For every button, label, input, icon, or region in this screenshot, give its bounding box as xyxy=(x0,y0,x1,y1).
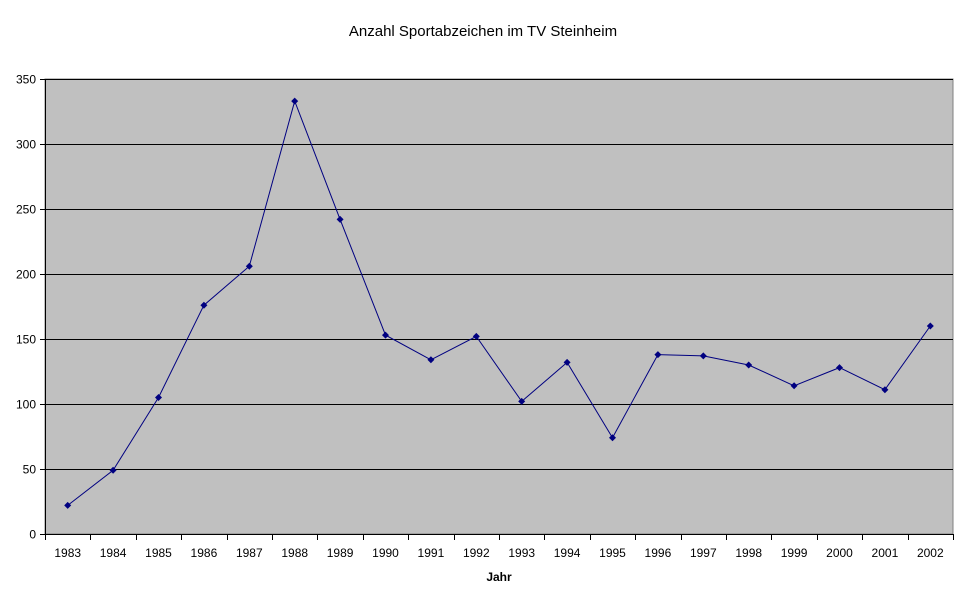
x-tick-label: 1999 xyxy=(781,546,808,560)
x-axis-title: Jahr xyxy=(486,570,512,584)
y-tick-label: 50 xyxy=(23,463,37,477)
data-point-1986 xyxy=(200,301,208,309)
x-tick-label: 1995 xyxy=(599,546,626,560)
data-point-1990 xyxy=(382,331,389,339)
x-tick-label: 1984 xyxy=(100,546,127,560)
series-line xyxy=(67,99,931,506)
y-tick-label: 100 xyxy=(16,398,36,412)
series-group xyxy=(64,97,934,509)
x-tick-label: 1992 xyxy=(463,546,490,560)
x-tick-label: 1994 xyxy=(554,546,581,560)
x-tick-label: 2001 xyxy=(872,546,899,560)
data-point-1994 xyxy=(563,358,571,366)
x-tick-label: 1988 xyxy=(281,546,308,560)
y-tick-label: 200 xyxy=(16,268,36,282)
x-tick-label: 1987 xyxy=(236,546,263,560)
data-point-1992 xyxy=(472,332,480,340)
x-tick-label: 2002 xyxy=(917,546,944,560)
data-point-1988 xyxy=(291,97,299,105)
x-tick-label: 1998 xyxy=(735,546,762,560)
y-tick-label: 0 xyxy=(29,528,36,542)
data-point-1983 xyxy=(64,501,72,509)
data-point-1995 xyxy=(609,434,616,442)
x-tick-label: 1983 xyxy=(54,546,81,560)
gridlines xyxy=(45,79,953,470)
x-tick-label: 1989 xyxy=(327,546,354,560)
y-tick-label: 150 xyxy=(16,333,36,347)
x-tick-label: 1993 xyxy=(508,546,535,560)
data-point-1987 xyxy=(245,262,253,270)
y-tick-label: 250 xyxy=(16,203,36,217)
x-axis-ticks: 1983 1984 1985 1986 1987 1988 1989 1990 1991 1992… xyxy=(45,534,954,560)
data-point-1998 xyxy=(745,361,753,369)
x-tick-label: 1991 xyxy=(418,546,445,560)
x-tick-label: 1986 xyxy=(191,546,218,560)
data-point-1991 xyxy=(427,356,435,364)
x-tick-label: 1990 xyxy=(372,546,399,560)
x-tick-label: 1997 xyxy=(690,546,717,560)
y-tick-label: 300 xyxy=(16,138,36,152)
x-tick-label: 2000 xyxy=(826,546,853,560)
chart-title: Anzahl Sportabzeichen im TV Steinheim xyxy=(349,23,617,40)
data-point-2000 xyxy=(836,364,843,372)
data-point-1989 xyxy=(336,215,344,223)
data-point-1996 xyxy=(654,351,662,359)
data-point-2001 xyxy=(881,386,889,394)
x-tick-label: 1985 xyxy=(145,546,172,560)
data-point-1993 xyxy=(518,397,526,405)
y-axis-ticks: 0 50 100 150 200 250 300 350 xyxy=(16,73,45,542)
data-point-1984 xyxy=(109,466,117,474)
data-point-1997 xyxy=(699,352,707,360)
data-point-1999 xyxy=(790,382,798,390)
y-tick-label: 350 xyxy=(16,73,36,87)
data-point-2002 xyxy=(926,322,934,330)
plot-area xyxy=(44,78,954,535)
data-point-1985 xyxy=(155,394,162,401)
x-tick-label: 1996 xyxy=(645,546,672,560)
